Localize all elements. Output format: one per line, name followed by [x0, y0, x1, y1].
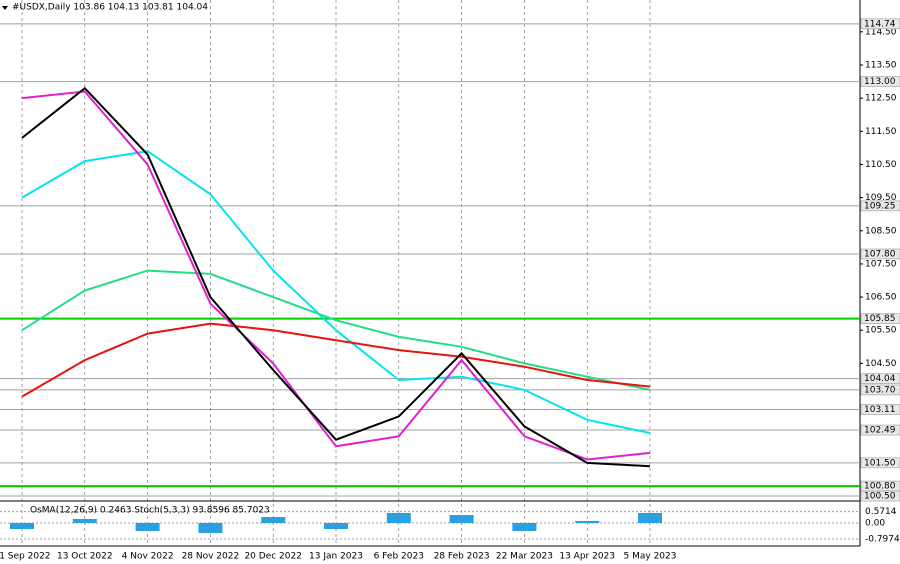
osma-bar — [135, 523, 160, 531]
y-tick-label: 105.50 — [865, 326, 897, 336]
x-tick-label: 4 Nov 2022 — [122, 552, 174, 562]
price-line — [21, 90, 651, 461]
x-tick-label: 20 Dec 2022 — [244, 552, 302, 562]
x-tick-label: 28 Nov 2022 — [182, 552, 240, 562]
osma-bar — [72, 519, 97, 523]
y-tick-label: 114.50 — [865, 27, 897, 37]
osma-bar — [261, 517, 286, 523]
level-label-box — [860, 248, 900, 260]
level-label-box — [860, 76, 900, 87]
x-tick-label: 13 Apr 2023 — [559, 552, 615, 562]
x-tick-label: 13 Jan 2023 — [309, 552, 363, 562]
osma-bar — [449, 515, 474, 523]
sub-tick-label: 0.00 — [865, 519, 885, 529]
level-label-box — [860, 18, 900, 30]
price-line — [21, 150, 651, 434]
level-label: 103.11 — [864, 405, 896, 415]
osma-bar — [512, 523, 537, 531]
x-tick-label: 13 Oct 2022 — [57, 552, 113, 562]
price-line — [21, 86, 651, 468]
level-label: 109.25 — [864, 201, 896, 211]
level-label-box — [860, 404, 900, 415]
x-tick-label: 28 Feb 2023 — [434, 552, 490, 562]
level-label-box — [860, 200, 900, 212]
level-label: 104.04 — [864, 374, 896, 384]
level-label: 103.70 — [864, 385, 896, 395]
y-tick-label: 110.50 — [865, 160, 897, 170]
level-label-box — [860, 457, 900, 469]
level-label-box — [860, 384, 900, 396]
y-tick-label: 104.50 — [865, 359, 897, 369]
osma-bar — [386, 513, 411, 523]
level-label: 113.00 — [864, 77, 896, 87]
x-tick-label: 6 Feb 2023 — [374, 552, 424, 562]
level-label-box — [860, 313, 900, 324]
sub-tick-label: -0.7974 — [865, 534, 900, 544]
y-tick-label: 108.50 — [865, 226, 897, 236]
y-tick-label: 111.50 — [865, 127, 897, 137]
indicator-label: OsMA(12,26,9) 0.2463 Stoch(5,3,3) 93.859… — [30, 506, 270, 516]
osma-bar — [324, 523, 348, 529]
y-tick-label: 112.50 — [865, 94, 897, 104]
level-label-box — [860, 373, 900, 384]
y-tick-label: 113.50 — [865, 60, 897, 70]
symbol-marker — [2, 6, 8, 10]
level-label: 101.50 — [864, 458, 896, 468]
y-tick-label: 106.50 — [865, 293, 897, 303]
price-line — [21, 322, 651, 398]
price-line — [21, 269, 651, 391]
level-label-box — [860, 424, 900, 436]
osma-bar — [638, 513, 662, 523]
level-label: 107.80 — [864, 249, 896, 259]
x-tick-label: 5 May 2023 — [624, 552, 677, 562]
level-label-box — [860, 490, 900, 502]
osma-bar — [575, 521, 600, 523]
y-tick-label: 109.50 — [865, 193, 897, 203]
level-label: 100.80 — [864, 482, 896, 492]
chart-title: #USDX,Daily 103.86 104.13 103.81 104.04 — [12, 3, 208, 13]
level-label: 105.85 — [864, 314, 896, 324]
y-tick-label: 107.50 — [865, 259, 897, 269]
osma-bar — [10, 523, 34, 529]
level-label: 114.74 — [864, 19, 896, 29]
x-tick-label: 22 Mar 2023 — [496, 552, 553, 562]
level-label: 102.49 — [864, 426, 896, 436]
osma-bar — [198, 523, 223, 533]
sub-tick-label: 0.5714 — [865, 507, 897, 517]
x-tick-label: 21 Sep 2022 — [0, 552, 51, 562]
level-label: 100.50 — [864, 492, 896, 502]
